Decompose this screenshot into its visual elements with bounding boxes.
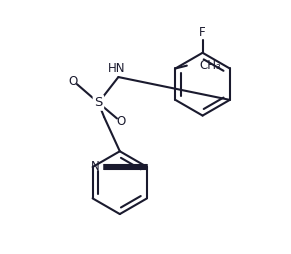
- Text: O: O: [68, 75, 77, 88]
- Text: N: N: [91, 161, 100, 173]
- Text: S: S: [94, 96, 103, 109]
- Text: O: O: [117, 115, 126, 128]
- Text: HN: HN: [108, 62, 126, 75]
- Text: F: F: [199, 26, 206, 39]
- Text: CH₃: CH₃: [200, 59, 221, 72]
